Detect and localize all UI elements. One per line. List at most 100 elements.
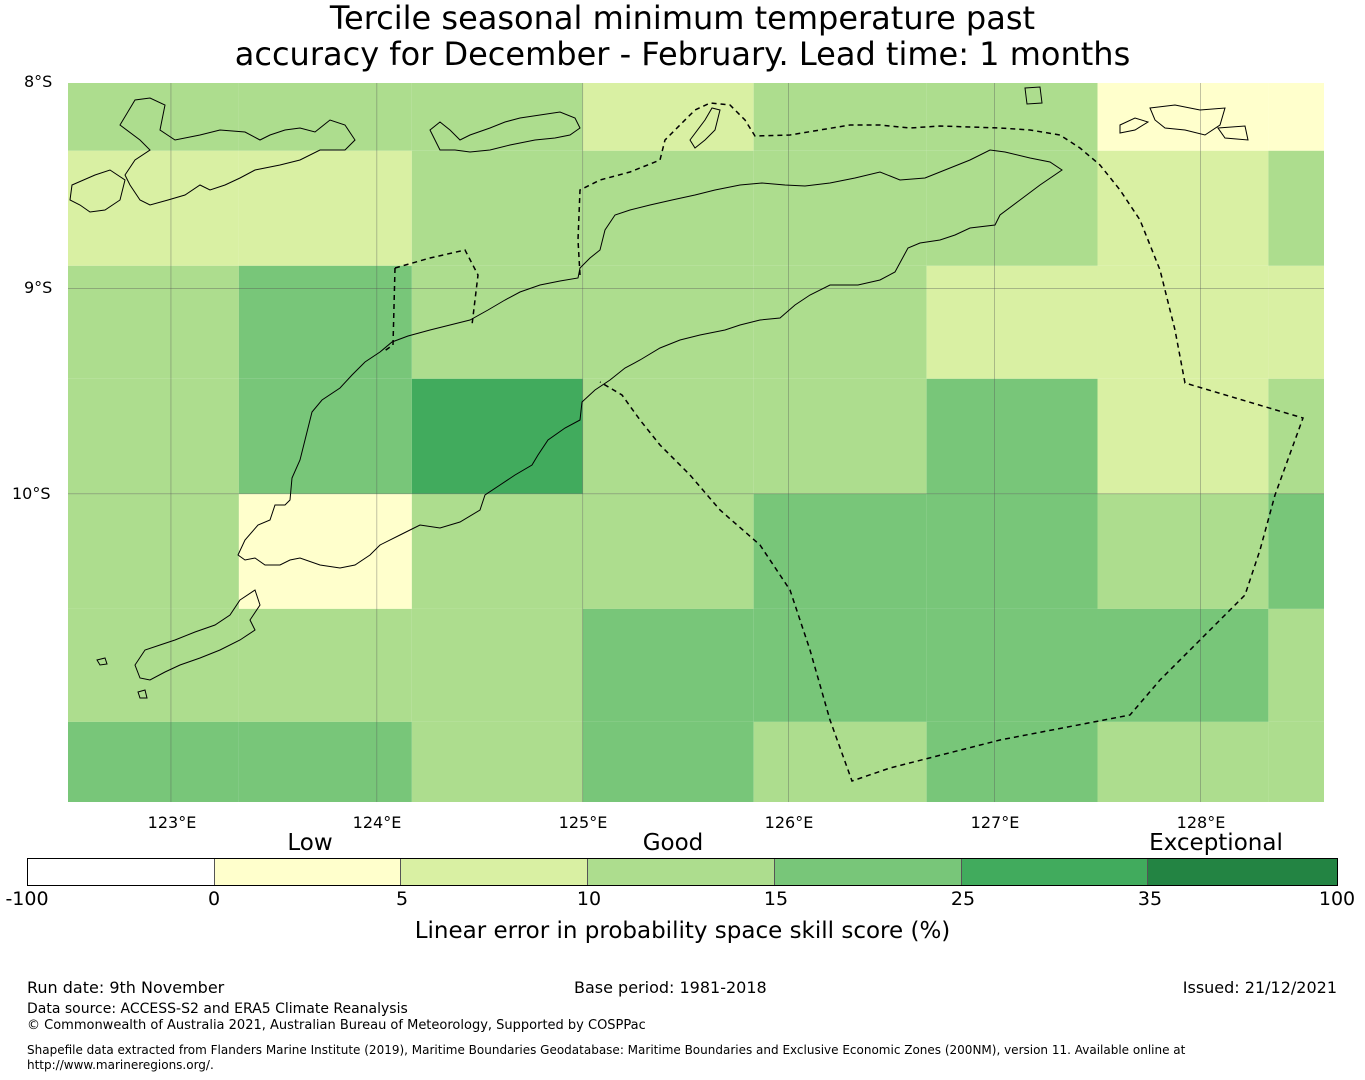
shapefile-line-1: Shapefile data extracted from Flanders M… (27, 1043, 1186, 1057)
skill-cell (1097, 608, 1269, 722)
lon-label-126e: 126°E (764, 813, 814, 832)
tick-25: 25 (950, 888, 976, 910)
issued-date: Issued: 21/12/2021 (1182, 978, 1337, 997)
lon-label-127e: 127°E (970, 813, 1020, 832)
skill-cell (582, 265, 754, 379)
skill-cell (582, 721, 754, 802)
atauro-coastline (689, 107, 721, 149)
skill-cell (753, 83, 927, 151)
oecusse-boundary (382, 249, 479, 353)
tick-100: 100 (1318, 888, 1356, 910)
skill-cell (238, 150, 412, 266)
category-exceptional: Exceptional (1149, 830, 1283, 856)
skill-cell (1097, 721, 1269, 802)
lon-label-124e: 124°E (352, 813, 402, 832)
skill-cell (926, 721, 1098, 802)
north-islands-coastline (119, 97, 356, 206)
copyright: © Commonwealth of Australia 2021, Austra… (27, 1018, 646, 1033)
skill-cell (926, 83, 1098, 151)
skill-cell (238, 83, 412, 151)
skill-cell (753, 721, 927, 802)
timor-coastline (237, 149, 1063, 569)
rote-coastline (134, 589, 261, 681)
tick-15: 15 (763, 888, 789, 910)
small-island-coastline (1119, 117, 1150, 134)
run-date: Run date: 9th November (27, 978, 225, 997)
skill-cell (926, 608, 1098, 722)
colorbar-segment (588, 859, 775, 885)
skill-cell (68, 721, 239, 802)
skill-cell (238, 608, 412, 722)
colorbar-segment (1148, 859, 1338, 885)
skill-cell (411, 150, 583, 266)
shapefile-url: http://www.marineregions.org/. (27, 1058, 214, 1072)
data-source: Data source: ACCESS-S2 and ERA5 Climate … (27, 1001, 408, 1017)
category-good: Good (642, 830, 704, 856)
skill-cell (753, 493, 927, 609)
skill-cell (1268, 150, 1324, 266)
skill-cell (926, 265, 1098, 379)
lat-label-9s: 9°S (24, 278, 53, 297)
skill-cell (238, 493, 412, 609)
skill-cell (582, 83, 754, 151)
skill-cell (926, 378, 1098, 494)
tick-0: 0 (207, 888, 221, 910)
base-period: Base period: 1981-2018 (574, 978, 767, 997)
skill-cell (238, 378, 412, 494)
small-island-3-coastline (1024, 86, 1043, 105)
skill-cell (1097, 493, 1269, 609)
skill-cell (411, 265, 583, 379)
skill-cell (68, 608, 239, 722)
lat-label-10s: 10°S (12, 484, 51, 503)
skill-cell (68, 265, 239, 379)
skill-cell (753, 265, 927, 379)
skill-cell (582, 150, 754, 266)
maritime-boundaries (382, 102, 1304, 782)
skill-cell (926, 493, 1098, 609)
skill-cell (753, 608, 927, 722)
lon-label-123e: 123°E (147, 813, 197, 832)
colorbar-segment (214, 859, 402, 885)
lat-label-8s: 8°S (24, 72, 53, 91)
skill-cell (1097, 83, 1269, 151)
skill-cell (411, 721, 583, 802)
chart-title: Tercile seasonal minimum temperature pas… (0, 0, 1365, 72)
map-svg (68, 83, 1324, 802)
skill-cell (1097, 265, 1269, 379)
east-island-coastline (1149, 104, 1226, 136)
small-island-4-coastline (96, 657, 108, 666)
skill-cell (68, 150, 239, 266)
small-island-5-coastline (137, 689, 148, 699)
skill-cell (753, 378, 927, 494)
lon-label-125e: 125°E (558, 813, 608, 832)
alor-coastline (429, 111, 581, 153)
skill-cell (411, 608, 583, 722)
tick-5: 5 (395, 888, 409, 910)
skill-cell (1268, 83, 1324, 151)
category-low: Low (287, 830, 333, 856)
skill-cell (753, 150, 927, 266)
colorbar (27, 858, 1338, 886)
skill-cell (582, 378, 754, 494)
skill-cell (1097, 378, 1269, 494)
skill-cell (238, 265, 412, 379)
coastlines (69, 86, 1249, 699)
title-line-2: accuracy for December - February. Lead t… (234, 35, 1131, 73)
skill-cell (1268, 608, 1324, 722)
skill-cell (68, 493, 239, 609)
skill-cell (68, 83, 239, 151)
skill-cell (411, 83, 583, 151)
timor-leste-boundary (577, 102, 1304, 782)
west-islands-coastline (69, 169, 126, 213)
skill-cell (1097, 150, 1269, 266)
map-area (68, 83, 1324, 802)
skill-cell (582, 493, 754, 609)
colorbar-segment (774, 859, 962, 885)
shapefile-credit: Shapefile data extracted from Flanders M… (27, 1043, 1185, 1073)
colorbar-segment (961, 859, 1149, 885)
tick-minus-100: -100 (5, 888, 49, 910)
skill-cells (68, 83, 1324, 802)
skill-cell (1268, 265, 1324, 379)
skill-cell (1268, 721, 1324, 802)
skill-cell (582, 608, 754, 722)
